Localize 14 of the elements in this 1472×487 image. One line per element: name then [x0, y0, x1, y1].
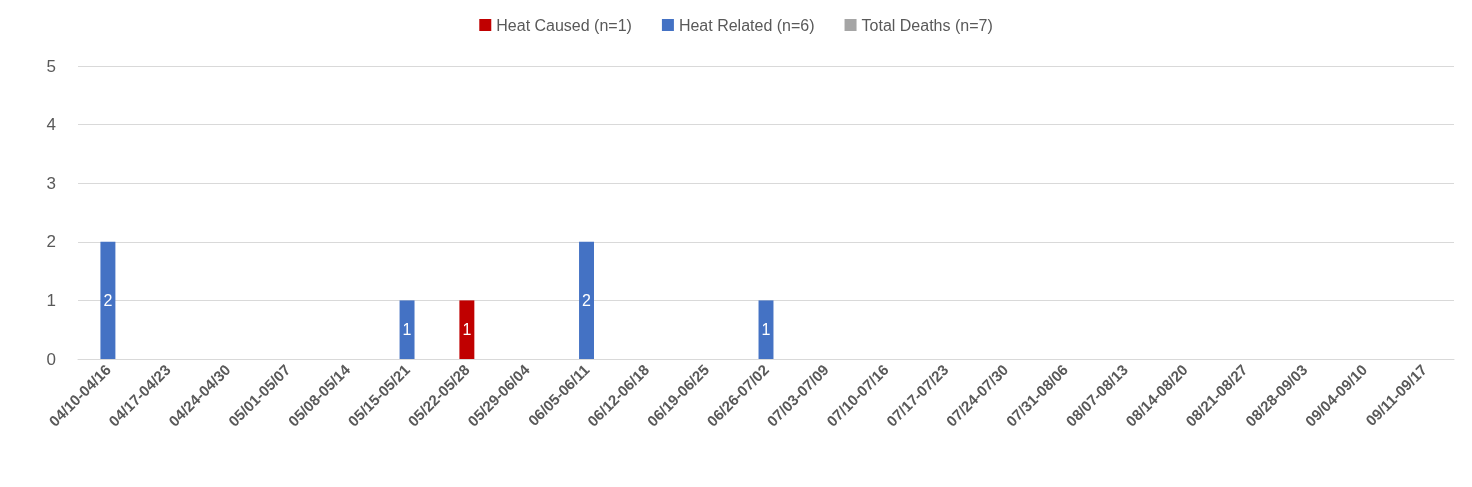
data-label: 1 — [761, 321, 771, 339]
legend-label: Total Deaths (n=7) — [861, 16, 993, 34]
y-tick-label: 5 — [46, 56, 56, 76]
y-tick-label: 2 — [46, 232, 56, 252]
data-label: 2 — [103, 291, 113, 309]
y-tick-label: 3 — [46, 173, 56, 193]
data-label: 2 — [582, 291, 592, 309]
data-label: 1 — [402, 321, 412, 339]
y-tick-label: 0 — [46, 349, 56, 369]
legend-label: Heat Caused (n=1) — [496, 16, 632, 34]
legend-label: Heat Related (n=6) — [678, 16, 815, 34]
data-label: 1 — [462, 321, 472, 339]
y-tick-label: 4 — [46, 115, 56, 135]
y-tick-label: 1 — [46, 290, 56, 310]
